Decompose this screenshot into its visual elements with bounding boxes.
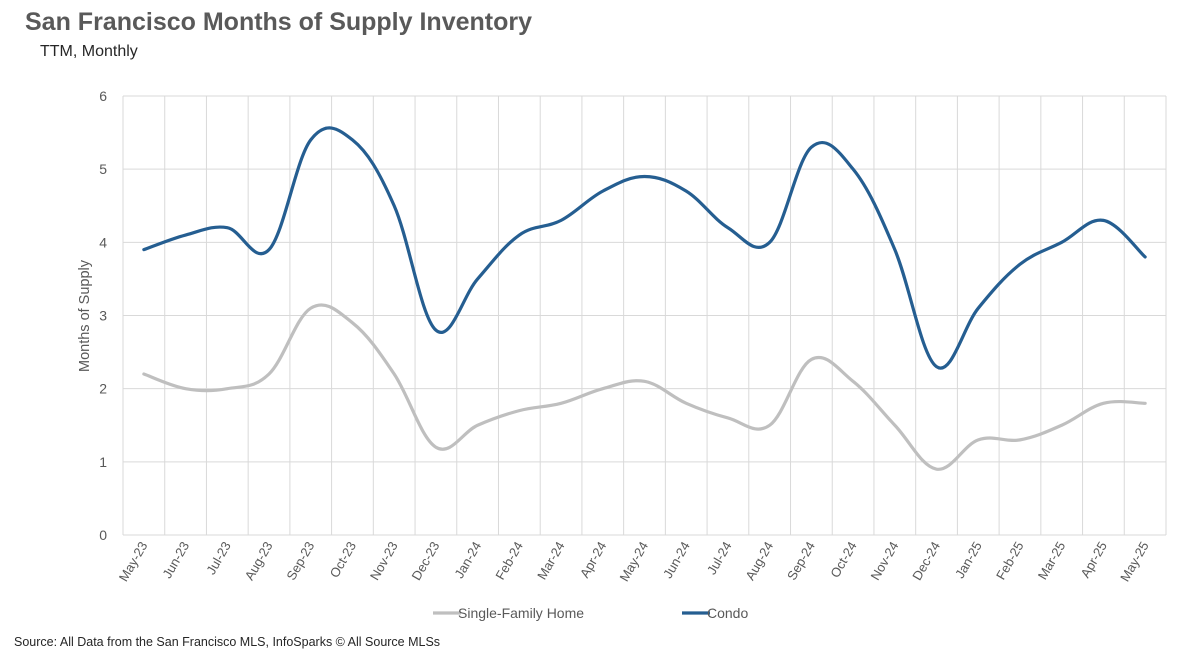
x-tick-label: Jan-25: [952, 539, 985, 581]
y-axis-label: Months of Supply: [77, 259, 93, 372]
x-tick-label: Mar-25: [1035, 539, 1069, 582]
y-tick-label: 0: [99, 527, 107, 543]
legend-label: Condo: [707, 605, 748, 621]
source-note: Source: All Data from the San Francisco …: [14, 635, 441, 649]
x-tick-label: May-25: [1117, 539, 1152, 584]
x-tick-label: Sep-24: [784, 539, 818, 583]
x-tick-label: Jun-24: [660, 539, 693, 581]
x-tick-label: May-23: [116, 539, 151, 584]
series-lines: [142, 126, 1147, 471]
x-tick-label: Jul-24: [704, 539, 735, 577]
chart-title: San Francisco Months of Supply Inventory: [25, 8, 533, 36]
x-tick-label: May-24: [616, 539, 651, 584]
x-tick-label: Nov-23: [367, 539, 401, 583]
x-tick-label: Aug-23: [242, 539, 276, 583]
x-tick-label: Jan-24: [451, 539, 484, 581]
x-tick-label: Dec-23: [409, 539, 443, 583]
y-tick-label: 2: [99, 381, 107, 397]
x-axis-tick-labels: May-23 Jun-23 Jul-23 Aug-23 Sep-23 Oct-23 Nov-…: [116, 539, 1152, 584]
y-tick-label: 1: [99, 454, 107, 470]
y-tick-label: 5: [99, 161, 107, 177]
x-tick-label: Feb-24: [492, 539, 526, 582]
x-tick-label: Apr-24: [577, 539, 610, 580]
y-axis-tick-labels: 0 1 2 3 4 5 6: [99, 88, 107, 543]
y-tick-label: 3: [99, 308, 107, 324]
x-tick-label: Jul-23: [203, 539, 234, 577]
chart-subtitle: TTM, Monthly: [40, 43, 138, 60]
x-tick-label: Oct-24: [827, 539, 859, 580]
x-tick-label: Dec-24: [909, 539, 943, 583]
legend-label: Single-Family Home: [458, 605, 584, 621]
series-line-single-family-home: [142, 303, 1147, 471]
x-tick-label: Sep-23: [283, 539, 317, 583]
x-tick-label: Aug-24: [742, 539, 776, 583]
x-tick-label: Jun-23: [159, 539, 192, 581]
x-tick-label: Apr-25: [1078, 539, 1111, 580]
series-line-condo: [142, 126, 1147, 370]
gridlines: [122, 95, 1167, 536]
x-tick-label: Nov-24: [867, 539, 901, 583]
x-tick-label: Feb-25: [993, 539, 1027, 582]
x-tick-label: Mar-24: [534, 539, 568, 582]
y-tick-label: 6: [99, 88, 107, 104]
legend: Single-Family Home Condo: [433, 605, 748, 621]
x-tick-label: Oct-23: [327, 539, 359, 580]
y-tick-label: 4: [99, 234, 107, 250]
